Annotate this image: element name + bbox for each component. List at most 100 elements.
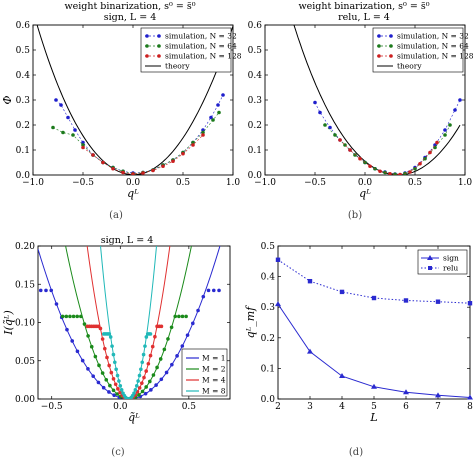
legend-entry: M = 1 <box>202 354 226 363</box>
data-point <box>339 373 345 379</box>
data-point <box>100 371 105 375</box>
y-tick-label: 0.15 <box>15 280 35 290</box>
panel-a-subtitle: sign, L = 4 <box>104 12 157 23</box>
data-point <box>201 133 205 137</box>
data-point <box>75 314 80 319</box>
legend-entry: M = 4 <box>202 376 226 385</box>
data-point <box>108 335 113 339</box>
data-point <box>118 390 122 395</box>
data-point <box>113 382 118 387</box>
data-point <box>91 374 95 378</box>
data-point <box>111 377 116 381</box>
y-tick-label: 0.4 <box>248 71 263 81</box>
data-point <box>275 257 281 262</box>
x-axis-label: L <box>369 411 377 424</box>
data-point <box>111 388 116 393</box>
legend-marker <box>389 34 393 38</box>
data-point <box>136 379 140 383</box>
data-point <box>137 393 141 397</box>
legend-marker <box>377 44 381 48</box>
x-tick-label: −1.0 <box>22 178 44 188</box>
legend-frame <box>140 27 232 73</box>
y-axis-label: I(q̃ᴸ) <box>2 310 15 336</box>
data-point <box>75 349 80 354</box>
data-point <box>70 339 75 343</box>
data-point <box>201 294 206 299</box>
legend-entry: simulation, N = 128 <box>165 52 242 61</box>
data-point <box>143 391 148 396</box>
data-point <box>318 110 322 115</box>
data-point <box>368 164 372 169</box>
data-point <box>148 379 152 384</box>
data-point <box>93 354 98 359</box>
data-point <box>71 314 76 319</box>
data-point <box>102 346 107 351</box>
x-tick-label: 0.5 <box>182 402 197 412</box>
y-tick-label: 0.1 <box>261 364 275 374</box>
data-point <box>116 387 120 391</box>
data-point <box>38 288 43 293</box>
data-point <box>146 361 151 366</box>
data-point <box>196 308 200 313</box>
data-point <box>155 365 159 370</box>
data-point <box>159 324 164 329</box>
x-tick-label: 1.0 <box>458 178 473 188</box>
series-line <box>82 134 204 175</box>
x-tick-label: 1.0 <box>226 178 241 188</box>
legend-marker <box>157 34 161 38</box>
data-point <box>118 383 123 388</box>
data-point <box>339 289 345 295</box>
data-point <box>435 140 439 145</box>
panel-b: weight binarization, s⁰ = s̃⁰ relu, L = … <box>248 1 474 221</box>
data-point <box>150 344 155 349</box>
legend-frame <box>417 249 468 275</box>
data-point <box>175 354 179 358</box>
data-point <box>144 335 149 339</box>
data-point <box>115 392 119 396</box>
y-tick-label: 0.00 <box>15 395 35 405</box>
data-point <box>98 326 103 331</box>
y-tick-label: 0.4 <box>16 71 31 81</box>
data-point <box>388 171 392 175</box>
panel-d-label: (d) <box>349 447 363 458</box>
legend-marker <box>145 34 149 38</box>
plot-a: −1.0 −0.5 0.0 0.5 1.0 0.0 0.1 0.2 0.3 0.4 0.5 0.6 Φq… <box>1 21 242 200</box>
data-point <box>169 325 174 330</box>
legend-marker <box>377 54 381 58</box>
data-point <box>467 394 473 400</box>
data-point <box>191 321 195 326</box>
data-point <box>107 390 111 394</box>
y-axis-label: Φ <box>1 95 14 104</box>
data-point <box>73 128 77 132</box>
data-point <box>141 352 146 357</box>
data-point <box>151 373 156 377</box>
y-tick-label: 0.3 <box>16 96 31 106</box>
y-tick-label: 0.5 <box>16 46 31 56</box>
y-tick-label: 0.6 <box>248 21 263 31</box>
data-point <box>371 383 377 389</box>
data-point <box>148 353 153 358</box>
data-point <box>140 360 145 365</box>
data-point <box>111 352 116 357</box>
data-point <box>275 301 281 307</box>
y-tick-label: 0.2 <box>16 121 30 131</box>
legend-marker <box>377 34 381 38</box>
panel-b-title: weight binarization, s⁰ = s̃⁰ <box>298 1 429 12</box>
data-point <box>149 388 153 392</box>
data-point <box>139 367 143 372</box>
data-point <box>217 288 221 293</box>
x-axis-label: qᴸ <box>359 187 371 200</box>
data-point <box>140 381 144 385</box>
data-point <box>108 383 112 388</box>
data-point <box>119 388 124 392</box>
data-point <box>217 110 221 115</box>
data-point <box>68 314 72 319</box>
legend-entry: simulation, N = 64 <box>165 42 237 51</box>
data-point <box>180 344 185 348</box>
data-point <box>159 377 164 382</box>
legend-entry: relu <box>443 264 458 273</box>
data-point <box>96 380 101 385</box>
data-point <box>131 172 135 175</box>
data-point <box>142 375 146 380</box>
data-point <box>154 383 158 387</box>
